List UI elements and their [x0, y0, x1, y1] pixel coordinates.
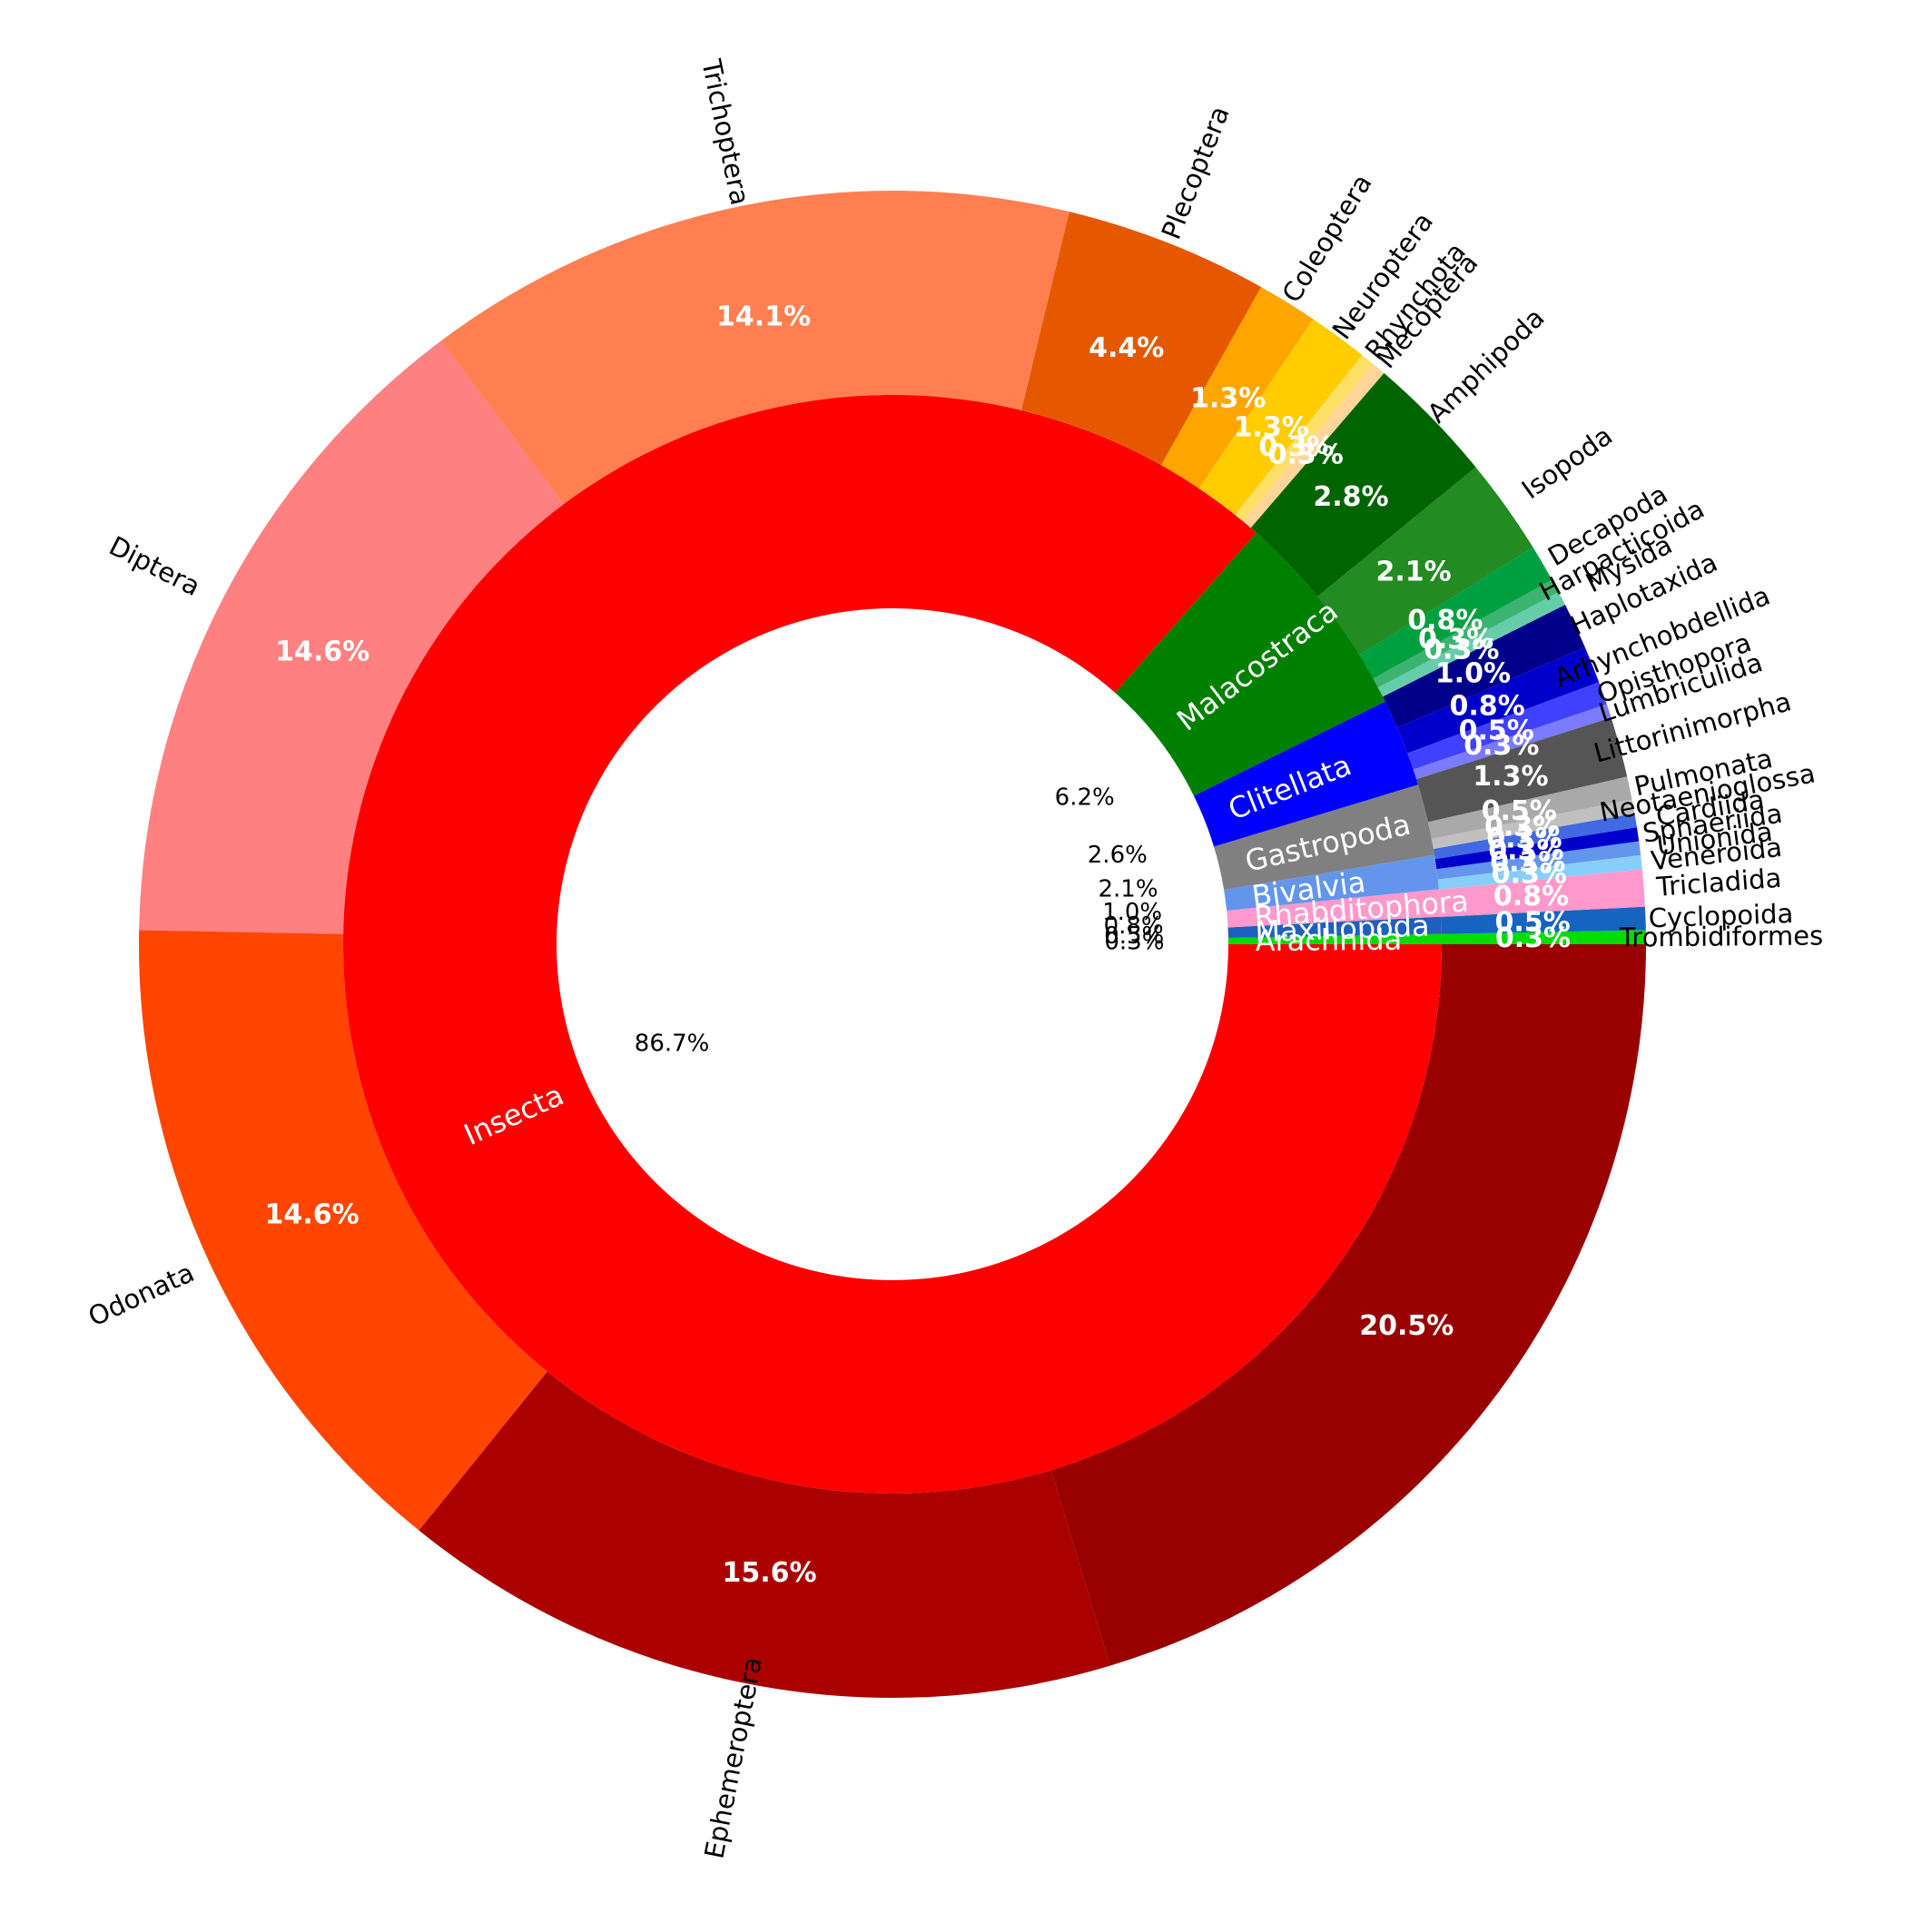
outer-wedge-amphipoda	[1250, 372, 1476, 597]
outer-wedge-neotaenioglossa	[1431, 799, 1635, 849]
outer-pct-sphaeriida: 0.3%	[1488, 835, 1563, 867]
outer-name-trombidiformes: Trombidiformes	[1619, 920, 1824, 952]
outer-wedge-mecoptera	[1242, 363, 1385, 528]
outer-wedge-veneroida	[1437, 854, 1642, 890]
outer-pct-harpacticoida: 0.3%	[1418, 624, 1493, 656]
outer-pct-pulmonata: 0.5%	[1482, 795, 1557, 827]
outer-wedge-ephemeroptera	[419, 1371, 1110, 1698]
outer-pct-neotaenioglossa: 0.3%	[1484, 812, 1560, 843]
outer-wedge-trichoptera	[440, 191, 1070, 505]
inner-percent-labels: 0.3%0.5%0.8%1.0%2.1% 2.6% 6.2% 86.7%	[635, 784, 1165, 1057]
outer-wedge-decapoda	[1359, 547, 1552, 679]
outer-pct-opisthopora: 0.5%	[1459, 715, 1534, 746]
outer-pct-tricladida: 0.8%	[1493, 881, 1569, 912]
outer-wedge-haplotaxida	[1383, 604, 1585, 728]
outer-name-plecoptera: Plecoptera	[1156, 102, 1236, 243]
outer-pct-odonata: 14.6%	[265, 1199, 360, 1231]
outer-wedge-odonata	[139, 930, 547, 1531]
outer-wedge-trombidiformes	[1441, 930, 1646, 944]
outer-ring	[139, 191, 1646, 1698]
inner-pct-maxillopoda: 0.5%	[1104, 922, 1164, 950]
outer-wedge-neuroptera	[1198, 319, 1363, 515]
outer-wedge-pulmonata	[1427, 776, 1632, 839]
outer-wedge-plecoptera	[1020, 212, 1262, 466]
outer-pct-unionida: 0.3%	[1490, 847, 1565, 879]
outer-wedge-cardiida	[1433, 813, 1637, 860]
inner-pct-clitellata: 2.6%	[1088, 842, 1148, 869]
outer-pct-coleoptera: 1.3%	[1190, 383, 1266, 415]
inner-wedge-maxillopoda	[1227, 916, 1442, 939]
outer-name-diptera: Diptera	[104, 530, 205, 602]
outer-wedge-rhynchota	[1235, 355, 1374, 522]
inner-wedge-malacostraca	[1115, 532, 1385, 796]
outer-pct-amphipoda: 2.8%	[1313, 481, 1388, 513]
outer-wedge-sphaeriida	[1434, 827, 1640, 870]
outer-percent-labels: 0.3%0.5%0.8%0.3%0.3%0.3%0.3%0.3%0.5%1.3%…	[265, 301, 1572, 1589]
outer-name-cyclopoida: Cyclopoida	[1648, 898, 1794, 933]
outer-pct-trichoptera: 14.1%	[716, 301, 811, 332]
inner-name-maxillopoda: Maxillopoda	[1255, 909, 1430, 950]
outer-pct-arhynchobdellida: 0.8%	[1449, 691, 1524, 723]
outer-wedge-lumbriculida	[1413, 704, 1612, 780]
outer-wedge-cyclopoida	[1441, 906, 1646, 934]
outer-pct-haplotaxida: 1.0%	[1435, 657, 1511, 689]
outer-pct-mysida: 0.3%	[1424, 635, 1499, 666]
inner-pct-gastropoda: 2.1%	[1098, 876, 1158, 903]
inner-wedge-rhabditophora	[1227, 889, 1442, 928]
outer-wedge-mysida	[1377, 592, 1565, 697]
outer-pct-isopoda: 2.1%	[1375, 557, 1451, 588]
outer-name-ephemeroptera: Ephemeroptera	[698, 1654, 768, 1861]
inner-pct-rhabditophora: 0.8%	[1104, 912, 1164, 940]
inner-wedge-insecta	[342, 395, 1442, 1494]
outer-wedge-tricladida	[1438, 869, 1645, 917]
outer-pct-plecoptera: 4.4%	[1089, 332, 1164, 364]
outer-pct-cyclopoida: 0.5%	[1494, 906, 1570, 938]
outer-name-isopoda: Isopoda	[1516, 420, 1618, 506]
outer-name-odonata: Odonata	[84, 1257, 199, 1332]
outer-pct-slice-28: 20.5%	[1359, 1310, 1454, 1342]
inner-pct-insecta: 86.7%	[635, 1030, 710, 1057]
outer-pct-trombidiformes: 0.3%	[1495, 922, 1571, 954]
inner-wedge-bivalvia	[1224, 854, 1439, 911]
outer-pct-mecoptera: 0.3%	[1268, 439, 1344, 471]
outer-wedge-opisthopora	[1407, 682, 1607, 770]
outer-pct-rhynchota: 0.3%	[1258, 431, 1334, 463]
outer-wedge-harpacticoida	[1373, 579, 1559, 688]
outer-pct-ephemeroptera: 15.6%	[722, 1557, 816, 1589]
inner-wedge-gastropoda	[1214, 784, 1434, 890]
outer-pct-littorinimorpha: 1.3%	[1473, 761, 1548, 793]
outer-wedge-isopoda	[1317, 467, 1533, 656]
outer-wedge-slice-28	[1050, 944, 1646, 1666]
inner-pct-arachnida: 0.3%	[1104, 929, 1164, 956]
outer-pct-decapoda: 0.8%	[1407, 605, 1483, 636]
inner-ring	[342, 395, 1442, 1494]
inner-wedge-clitellata	[1193, 701, 1418, 847]
outer-name-trichoptera: Trichoptera	[695, 56, 755, 208]
outer-pct-diptera: 14.6%	[275, 636, 370, 668]
outer-wedge-littorinimorpha	[1416, 717, 1628, 823]
outer-wedge-diptera	[139, 340, 564, 934]
inner-wedge-arachnida	[1227, 933, 1442, 944]
outer-pct-veneroida: 0.3%	[1492, 859, 1567, 891]
outer-wedge-unionida	[1436, 841, 1641, 880]
outer-wedge-arhynchobdellida	[1397, 646, 1600, 754]
inner-name-arachnida: Arachnida	[1255, 922, 1402, 959]
outer-name-amphipoda: Amphipoda	[1422, 302, 1551, 429]
outer-pct-lumbriculida: 0.3%	[1464, 730, 1539, 762]
inner-pct-malacostraca: 6.2%	[1055, 784, 1115, 811]
inner-pct-bivalvia: 1.0%	[1102, 899, 1162, 926]
outer-pct-neuroptera: 1.3%	[1234, 412, 1309, 444]
outer-wedge-coleoptera	[1160, 287, 1314, 489]
outer-pct-cardiida: 0.3%	[1486, 823, 1562, 855]
